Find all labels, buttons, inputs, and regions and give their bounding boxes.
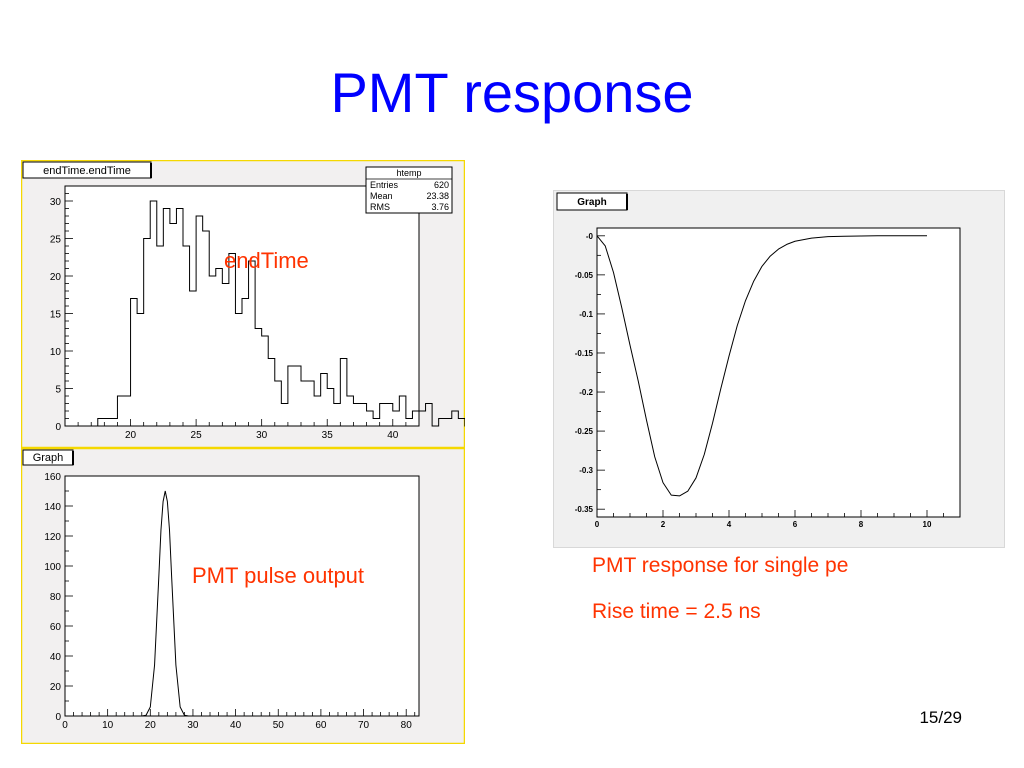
- y-tick-label: 20: [50, 272, 62, 283]
- x-tick-label: 4: [727, 520, 732, 529]
- rise-time-annotation: Rise time = 2.5 ns: [592, 600, 761, 623]
- y-tick-label: -0.15: [575, 349, 594, 358]
- x-tick-label: 20: [145, 720, 157, 731]
- x-tick-label: 35: [322, 430, 334, 441]
- pulse-title-box: Graph: [22, 449, 74, 466]
- stats-label-rms: RMS: [370, 202, 390, 212]
- x-tick-label: 0: [595, 520, 600, 529]
- x-tick-label: 10: [923, 520, 932, 529]
- x-tick-label: 30: [256, 430, 268, 441]
- endtime-histogram-panel: endTime.endTime 20 25 30 35 40 0 5 10 15 20 25 30 h…: [21, 160, 465, 448]
- plot-frame: [64, 475, 420, 717]
- y-tick-label: 140: [44, 502, 61, 513]
- y-tick-label: -0.25: [575, 427, 594, 436]
- x-tick-label: 2: [661, 520, 666, 529]
- x-tick-label: 8: [859, 520, 864, 529]
- y-tick-label: 15: [50, 310, 62, 321]
- x-tick-label: 10: [102, 720, 114, 731]
- single-pe-annotation: PMT response for single pe: [592, 554, 849, 577]
- y-tick-label: 60: [50, 622, 62, 633]
- y-tick-label: -0: [586, 232, 594, 241]
- pmt-pulse-panel: Graph 0 10 20 30 40 50 60 70 80 0 20 40 60 80 100 120 14…: [21, 448, 465, 744]
- y-tick-label: 25: [50, 235, 62, 246]
- x-tick-label: 40: [387, 430, 399, 441]
- y-tick-label: -0.2: [579, 388, 593, 397]
- y-tick-label: 20: [50, 682, 62, 693]
- stats-title: htemp: [396, 168, 421, 178]
- response-graph-label: Graph: [577, 197, 606, 208]
- histogram-title-box: endTime.endTime: [22, 161, 152, 179]
- y-tick-label: 80: [50, 592, 62, 603]
- response-title-box: Graph: [556, 192, 628, 211]
- y-tick-label: -0.35: [575, 505, 594, 514]
- pulse-plot-area: 0 10 20 30 40 50 60 70 80 0 20 40 60 80 100 120 140 160: [44, 472, 420, 731]
- single-pe-response-panel: Graph 0 2 4 6 8 10 -0 -0.05 -0.1 -0.15 -0.2 -0.25 -0…: [553, 190, 1005, 548]
- page-number: 15/29: [919, 708, 962, 727]
- x-tick-label: 40: [230, 720, 242, 731]
- x-tick-label: 70: [358, 720, 370, 731]
- x-tick-label: 0: [62, 720, 68, 731]
- y-tick-label: -0.3: [579, 466, 593, 475]
- stats-value-mean: 23.38: [426, 191, 449, 201]
- histogram-bins: [97, 200, 465, 427]
- response-curve: [596, 235, 927, 497]
- y-tick-label: 30: [50, 197, 62, 208]
- stats-label-mean: Mean: [370, 191, 393, 201]
- histogram-plot-area: 20 25 30 35 40 0 5 10 15 20 25 30: [50, 185, 465, 441]
- y-tick-label: 120: [44, 532, 61, 543]
- x-tick-label: 80: [401, 720, 413, 731]
- y-tick-label: 40: [50, 652, 62, 663]
- y-tick-label: 10: [50, 347, 62, 358]
- histogram-stats-box: htemp Entries 620 Mean 23.38 RMS 3.76: [365, 166, 453, 214]
- y-tick-label: -0.05: [575, 271, 594, 280]
- x-tick-label: 25: [191, 430, 203, 441]
- x-tick-label: 6: [793, 520, 798, 529]
- x-tick-label: 20: [125, 430, 137, 441]
- stats-value-rms: 3.76: [431, 202, 449, 212]
- x-tick-label: 30: [187, 720, 199, 731]
- y-tick-label: 100: [44, 562, 61, 573]
- y-tick-label: 160: [44, 472, 61, 483]
- y-tick-label: -0.1: [579, 310, 593, 319]
- y-tick-label: 0: [55, 712, 61, 723]
- stats-value-entries: 620: [434, 180, 449, 190]
- plot-frame: [596, 227, 961, 518]
- histogram-label: endTime.endTime: [43, 165, 131, 177]
- response-plot-area: 0 2 4 6 8 10 -0 -0.05 -0.1 -0.15 -0.2 -0.25 -0.3 -0.3…: [575, 227, 961, 529]
- stats-label-entries: Entries: [370, 180, 399, 190]
- x-tick-label: 50: [273, 720, 285, 731]
- slide-title: PMT response: [330, 61, 694, 124]
- endtime-annotation: endTime: [224, 248, 309, 273]
- pulse-graph-label: Graph: [33, 452, 64, 464]
- y-tick-label: 5: [55, 385, 61, 396]
- y-tick-label: 0: [55, 422, 61, 433]
- pulse-output-annotation: PMT pulse output: [192, 563, 365, 588]
- pulse-curve: [65, 490, 419, 717]
- x-tick-label: 60: [315, 720, 327, 731]
